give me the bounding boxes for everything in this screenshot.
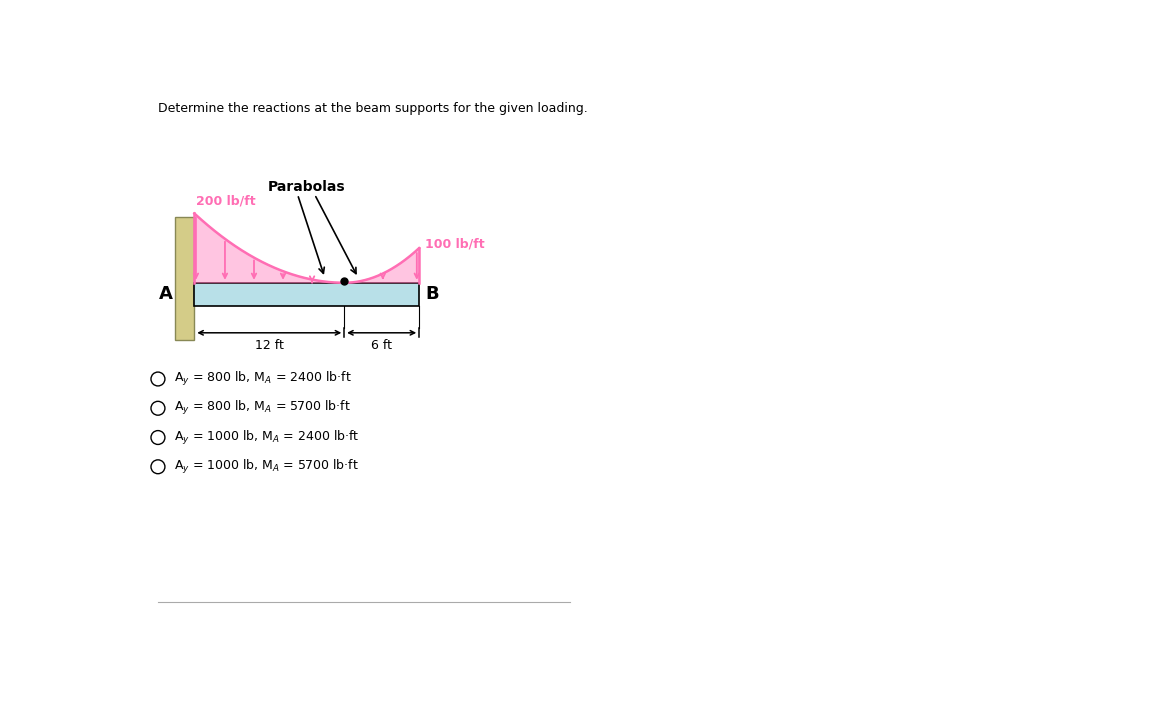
Text: A: A bbox=[159, 285, 173, 303]
Bar bbox=[175, 217, 195, 341]
Text: A$_y$ = 800 lb, M$_A$ = 2400 lb·ft: A$_y$ = 800 lb, M$_A$ = 2400 lb·ft bbox=[174, 370, 351, 388]
Text: Determine the reactions at the beam supports for the given loading.: Determine the reactions at the beam supp… bbox=[158, 102, 588, 114]
Text: A$_y$ = 800 lb, M$_A$ = 5700 lb·ft: A$_y$ = 800 lb, M$_A$ = 5700 lb·ft bbox=[174, 400, 351, 418]
Text: 6 ft: 6 ft bbox=[371, 339, 392, 352]
Text: 12 ft: 12 ft bbox=[255, 339, 283, 352]
Polygon shape bbox=[195, 213, 344, 283]
Text: A$_y$ = 1000 lb, M$_A$ = 2400 lb·ft: A$_y$ = 1000 lb, M$_A$ = 2400 lb·ft bbox=[174, 428, 359, 446]
Bar bbox=[195, 283, 419, 306]
Text: B: B bbox=[425, 285, 439, 303]
Text: 200 lb/ft: 200 lb/ft bbox=[196, 194, 256, 207]
Text: A$_y$ = 1000 lb, M$_A$ = 5700 lb·ft: A$_y$ = 1000 lb, M$_A$ = 5700 lb·ft bbox=[174, 458, 359, 476]
Text: Parabolas: Parabolas bbox=[268, 180, 346, 194]
Polygon shape bbox=[344, 248, 419, 283]
Text: 100 lb/ft: 100 lb/ft bbox=[425, 238, 485, 251]
